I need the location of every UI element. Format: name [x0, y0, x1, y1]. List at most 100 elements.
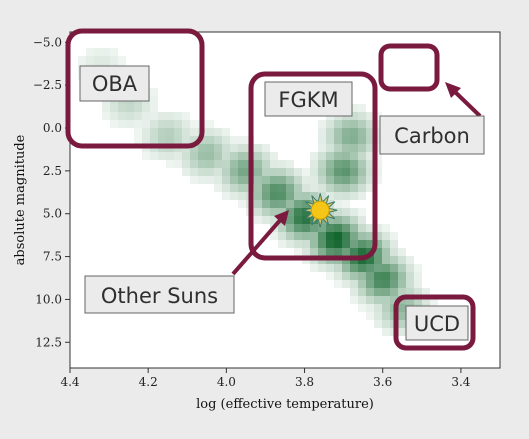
density-cell	[326, 232, 334, 240]
density-cell	[358, 224, 366, 232]
density-cell	[382, 224, 390, 232]
density-cell	[278, 200, 286, 208]
density-cell	[238, 136, 246, 144]
density-cell	[230, 136, 238, 144]
density-cell	[222, 144, 230, 152]
density-cell	[334, 248, 342, 256]
label-other-suns-bg	[84, 275, 235, 314]
density-cell	[278, 232, 286, 240]
density-cell	[286, 224, 294, 232]
density-cell	[430, 296, 438, 304]
density-cell	[374, 320, 382, 328]
y-tick-label: 12.5	[35, 335, 62, 349]
density-cell	[86, 48, 94, 56]
density-cell	[326, 168, 334, 176]
density-cell	[358, 232, 366, 240]
density-cell	[358, 304, 366, 312]
density-cell	[254, 208, 262, 216]
density-cell	[382, 264, 390, 272]
density-cell	[366, 136, 374, 144]
density-cell	[318, 160, 326, 168]
density-cell	[278, 192, 286, 200]
density-cell	[366, 272, 374, 280]
density-cell	[318, 192, 326, 200]
x-tick-label: 3.8	[295, 375, 314, 389]
density-cell	[134, 104, 142, 112]
density-cell	[326, 144, 334, 152]
density-cell	[342, 208, 350, 216]
density-cell	[254, 216, 262, 224]
density-cell	[262, 184, 270, 192]
density-cell	[374, 136, 382, 144]
density-cell	[350, 144, 358, 152]
label-carbon-bg	[379, 115, 485, 155]
density-cell	[358, 176, 366, 184]
density-cell	[318, 120, 326, 128]
density-cell	[110, 48, 118, 56]
density-cell	[286, 192, 294, 200]
density-cell	[230, 152, 238, 160]
density-cell	[262, 144, 270, 152]
x-tick-label: 3.6	[373, 375, 392, 389]
density-cell	[358, 280, 366, 288]
density-cell	[406, 296, 414, 304]
density-cell	[126, 112, 134, 120]
density-cell	[262, 176, 270, 184]
density-cell	[166, 120, 174, 128]
density-cell	[334, 240, 342, 248]
density-cell	[350, 216, 358, 224]
density-cell	[422, 288, 430, 296]
density-cell	[206, 128, 214, 136]
density-cell	[238, 192, 246, 200]
density-cell	[366, 312, 374, 320]
density-cell	[334, 136, 342, 144]
density-cell	[286, 208, 294, 216]
density-cell	[230, 192, 238, 200]
x-tick-label: 4.0	[217, 375, 236, 389]
density-cell	[310, 240, 318, 248]
density-cell	[166, 128, 174, 136]
density-cell	[350, 240, 358, 248]
arrow-to-carbon	[445, 82, 482, 118]
density-cell	[278, 184, 286, 192]
density-cell	[374, 160, 382, 168]
density-cell	[278, 240, 286, 248]
density-cell	[206, 160, 214, 168]
density-cell	[270, 200, 278, 208]
label-fgkm: FGKM	[264, 81, 353, 117]
density-cell	[374, 264, 382, 272]
density-cell	[118, 120, 126, 128]
density-cell	[182, 120, 190, 128]
label-ucd-bg	[405, 305, 469, 341]
density-cell	[398, 312, 406, 320]
density-cell	[406, 280, 414, 288]
density-cell	[262, 160, 270, 168]
density-cell	[398, 320, 406, 328]
density-cell	[198, 160, 206, 168]
density-cell	[366, 144, 374, 152]
density-cell	[342, 200, 350, 208]
density-cell	[262, 208, 270, 216]
density-cell	[374, 128, 382, 136]
density-cell	[302, 176, 310, 184]
label-fgkm-text: FGKM	[278, 88, 338, 112]
density-cell	[310, 184, 318, 192]
density-cell	[350, 272, 358, 280]
density-cell	[342, 232, 350, 240]
density-cell	[182, 112, 190, 120]
density-cell	[310, 248, 318, 256]
density-cell	[382, 288, 390, 296]
density-cell	[206, 176, 214, 184]
density-cell	[118, 112, 126, 120]
density-cell	[286, 176, 294, 184]
density-cell	[142, 112, 150, 120]
density-cell	[366, 120, 374, 128]
density-cell	[126, 104, 134, 112]
density-cell	[398, 288, 406, 296]
density-cell	[342, 120, 350, 128]
density-cell	[390, 288, 398, 296]
density-cell	[382, 320, 390, 328]
density-cell	[350, 264, 358, 272]
density-cell	[134, 112, 142, 120]
